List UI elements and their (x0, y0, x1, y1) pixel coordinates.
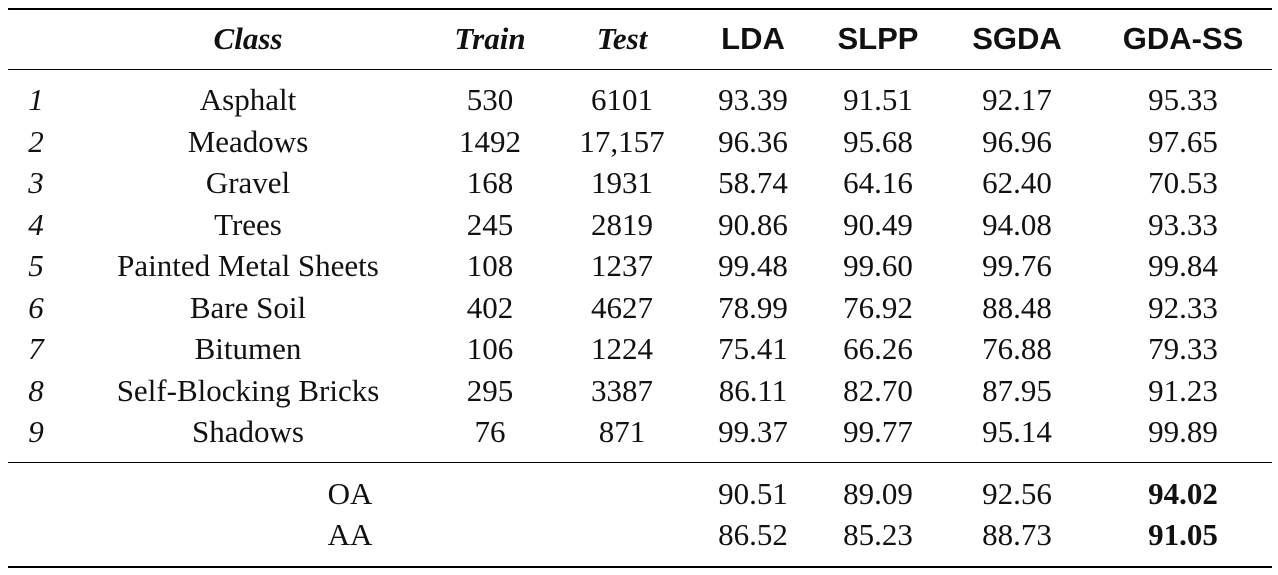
cell-gdass: 79.33 (1148, 331, 1218, 366)
cell-gdass: 92.33 (1148, 290, 1218, 325)
summary-gdass: 91.05 (1148, 517, 1218, 552)
row-index: 3 (28, 165, 44, 200)
cell-lda: 96.36 (718, 124, 788, 159)
header-train: Train (454, 21, 526, 56)
cell-slpp: 99.77 (843, 414, 913, 449)
top-rule (8, 8, 1272, 10)
cell-slpp: 91.51 (843, 82, 913, 117)
cell-gdass: 70.53 (1148, 165, 1218, 200)
cell-name: Self-Blocking Bricks (116, 373, 380, 408)
cell-train: 1492 (459, 124, 521, 159)
cell-sgda: 96.96 (982, 124, 1052, 159)
cell-sgda: 62.40 (982, 165, 1052, 200)
cell-slpp: 99.60 (843, 248, 913, 283)
header-lda: LDA (721, 21, 785, 56)
summary-lda: 86.52 (718, 517, 788, 552)
cell-sgda: 94.08 (982, 207, 1052, 242)
summary-sgda: 88.73 (982, 517, 1052, 552)
cell-train: 295 (466, 373, 514, 408)
row-index: 7 (28, 331, 44, 366)
header-rule (8, 69, 1272, 70)
cell-gdass: 93.33 (1148, 207, 1218, 242)
cell-name: Painted Metal Sheets (117, 248, 379, 283)
summary-slpp: 89.09 (843, 476, 913, 511)
cell-sgda: 92.17 (982, 82, 1052, 117)
cell-train: 530 (466, 82, 514, 117)
cell-name: Meadows (187, 124, 309, 159)
cell-test: 6101 (591, 82, 653, 117)
cell-lda: 86.11 (718, 373, 788, 408)
bottom-rule (8, 566, 1272, 568)
cell-test: 17,157 (579, 124, 665, 159)
cell-lda: 75.41 (718, 331, 788, 366)
header-class: Class (213, 21, 283, 56)
cell-test: 871 (598, 414, 646, 449)
row-index: 2 (28, 124, 44, 159)
row-index: 8 (28, 373, 44, 408)
summary-label: OA (327, 476, 373, 511)
row-index: 4 (28, 207, 44, 242)
cell-test: 1237 (591, 248, 653, 283)
cell-sgda: 88.48 (982, 290, 1052, 325)
cell-test: 3387 (591, 373, 653, 408)
cell-gdass: 91.23 (1148, 373, 1218, 408)
cell-test: 1224 (591, 331, 653, 366)
cell-slpp: 95.68 (843, 124, 913, 159)
cell-name: Bitumen (194, 331, 302, 366)
cell-slpp: 66.26 (843, 331, 913, 366)
cell-slpp: 64.16 (843, 165, 913, 200)
header-sgda: SGDA (972, 21, 1062, 56)
cell-gdass: 99.89 (1148, 414, 1218, 449)
cell-name: Asphalt (199, 82, 297, 117)
cell-lda: 93.39 (718, 82, 788, 117)
summary-rule (8, 462, 1272, 463)
cell-lda: 78.99 (718, 290, 788, 325)
cell-name: Shadows (192, 414, 304, 449)
cell-slpp: 82.70 (843, 373, 913, 408)
cell-train: 402 (466, 290, 514, 325)
cell-train: 168 (466, 165, 514, 200)
cell-test: 2819 (591, 207, 653, 242)
cell-sgda: 99.76 (982, 248, 1052, 283)
summary-lda: 90.51 (718, 476, 788, 511)
summary-gdass: 94.02 (1148, 476, 1218, 511)
cell-lda: 99.48 (718, 248, 788, 283)
row-index: 5 (28, 248, 44, 283)
cell-lda: 58.74 (718, 165, 788, 200)
cell-slpp: 90.49 (843, 207, 913, 242)
cell-lda: 99.37 (718, 414, 788, 449)
summary-label: AA (327, 517, 373, 552)
cell-sgda: 76.88 (982, 331, 1052, 366)
cell-slpp: 76.92 (843, 290, 913, 325)
header-gda-ss: GDA-SS (1122, 21, 1244, 56)
cell-test: 4627 (591, 290, 653, 325)
summary-slpp: 85.23 (843, 517, 913, 552)
summary-sgda: 92.56 (982, 476, 1052, 511)
cell-gdass: 99.84 (1148, 248, 1218, 283)
cell-sgda: 95.14 (982, 414, 1052, 449)
row-index: 6 (28, 290, 44, 325)
row-index: 9 (28, 414, 44, 449)
header-slpp: SLPP (837, 21, 919, 56)
cell-train: 106 (466, 331, 514, 366)
cell-train: 108 (466, 248, 514, 283)
cell-name: Gravel (205, 165, 291, 200)
cell-train: 76 (474, 414, 506, 449)
cell-name: Trees (214, 207, 282, 242)
row-index: 1 (28, 82, 44, 117)
cell-gdass: 97.65 (1148, 124, 1218, 159)
cell-gdass: 95.33 (1148, 82, 1218, 117)
cell-name: Bare Soil (189, 290, 307, 325)
header-test: Test (596, 21, 648, 56)
cell-lda: 90.86 (718, 207, 788, 242)
cell-train: 245 (466, 207, 514, 242)
cell-test: 1931 (591, 165, 653, 200)
cell-sgda: 87.95 (982, 373, 1052, 408)
